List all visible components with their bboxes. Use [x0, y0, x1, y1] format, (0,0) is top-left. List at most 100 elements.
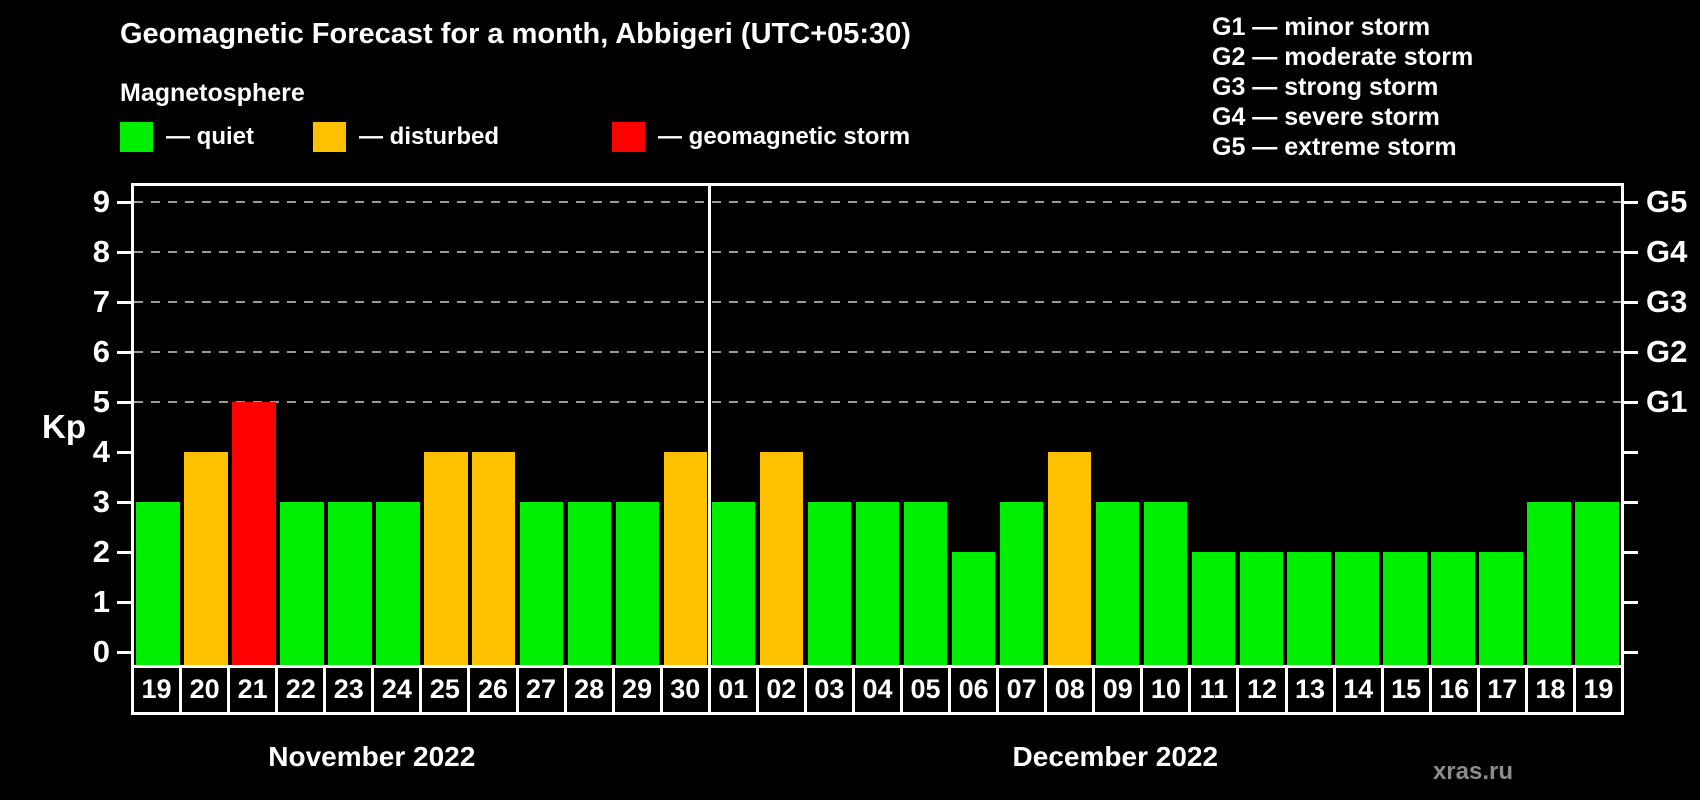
legend-label-storm: — geomagnetic storm [658, 123, 911, 150]
y-axis-label: 1 [92, 584, 110, 619]
kp-bar [1191, 552, 1235, 665]
gridline-kp8 [134, 251, 1621, 253]
legend-item-storm: — geomagnetic storm [612, 122, 910, 152]
day-label: 28 [567, 668, 615, 712]
legend-swatch [120, 122, 153, 152]
kp-bar [615, 502, 660, 665]
y-axis-tick-right [1624, 251, 1638, 254]
day-label: 06 [951, 668, 1000, 712]
chart-title: Geomagnetic Forecast for a month, Abbige… [120, 18, 911, 50]
y-axis-label: 8 [92, 234, 110, 269]
y-axis-tick-right [1624, 201, 1638, 204]
kp-bar [1143, 502, 1188, 665]
day-label: 11 [1191, 668, 1240, 712]
y-axis-tick-left [117, 601, 131, 604]
legend-item-disturbed: — disturbed [313, 122, 499, 152]
kp-bar [1287, 552, 1331, 665]
legend-label-disturbed: — disturbed [359, 123, 500, 150]
day-label: 29 [615, 668, 663, 712]
day-label: 16 [1432, 668, 1480, 712]
kp-bar [567, 502, 612, 665]
y-axis-tick-left [117, 551, 131, 554]
kp-bar [999, 502, 1044, 665]
day-label: 03 [807, 668, 855, 712]
kp-bar [1047, 452, 1092, 665]
day-label: 01 [711, 668, 759, 712]
g-legend-line-g2: G2 — moderate storm [1212, 43, 1474, 71]
day-label: 15 [1384, 668, 1432, 712]
day-label: 04 [855, 668, 903, 712]
kp-bar [519, 502, 564, 665]
y-axis-title: Kp [42, 408, 86, 445]
day-label: 08 [1047, 668, 1096, 712]
kp-bar [376, 502, 420, 665]
right-axis-label: G5 [1646, 184, 1688, 219]
day-label: 25 [422, 668, 471, 712]
y-axis-tick-left [117, 201, 131, 204]
y-axis-tick-right [1624, 351, 1638, 354]
legend-label-quiet: — quiet [166, 123, 254, 150]
day-label: 02 [759, 668, 807, 712]
g-scale-legend: G1 — minor storm G2 — moderate storm G3 … [1212, 12, 1473, 162]
month-separator-line [708, 186, 712, 665]
kp-bar [855, 502, 900, 665]
day-axis-row: 19 20 21 22 23 24 25 26 27 28 29 30 01 02 03 04 05 06 07 08… [131, 668, 1624, 715]
gridline-kp7 [134, 301, 1621, 303]
right-axis-label: G2 [1646, 334, 1688, 369]
month-label: November 2022 [268, 741, 476, 772]
y-axis-tick-right [1624, 401, 1638, 404]
gridline-kp9 [134, 201, 1621, 203]
day-label: 24 [374, 668, 423, 712]
watermark: xras.ru [1432, 758, 1513, 785]
y-axis-tick-right [1624, 601, 1638, 604]
y-axis-tick-right [1624, 651, 1638, 654]
day-label: 10 [1143, 668, 1192, 712]
legend-item-quiet: — quiet [120, 122, 254, 152]
y-axis-label: 2 [92, 534, 110, 569]
g-legend-line-g5: G5 — extreme storm [1212, 133, 1457, 161]
y-axis-tick-right [1624, 301, 1638, 304]
kp-bar [472, 452, 516, 665]
y-axis-tick-right [1624, 451, 1638, 454]
day-label: 30 [663, 668, 711, 712]
y-axis-tick-left [117, 401, 131, 404]
day-label: 22 [278, 668, 327, 712]
legend-swatch [313, 122, 346, 152]
y-axis-label: 7 [92, 284, 110, 319]
kp-bar [1095, 502, 1140, 665]
day-label: 21 [230, 668, 279, 712]
gridline-kp6 [134, 351, 1621, 353]
y-axis-label: 4 [92, 434, 110, 469]
y-axis-label: 6 [92, 334, 110, 369]
right-axis-label: G4 [1646, 234, 1688, 269]
day-label: 09 [1095, 668, 1144, 712]
day-label: 19 [134, 668, 183, 712]
right-axis-label: G3 [1646, 284, 1688, 319]
y-axis-tick-left [117, 301, 131, 304]
day-label: 23 [326, 668, 375, 712]
y-axis-label: 5 [92, 384, 110, 419]
kp-bar [184, 452, 228, 665]
day-label: 13 [1288, 668, 1336, 712]
y-axis-label: 3 [92, 484, 110, 519]
kp-bar [663, 452, 708, 665]
kp-bar [136, 502, 180, 665]
y-axis-tick-left [117, 351, 131, 354]
kp-bar [280, 502, 324, 665]
day-label: 07 [999, 668, 1048, 712]
y-axis-tick-left [117, 251, 131, 254]
day-label: 12 [1239, 668, 1288, 712]
y-axis-tick-right [1624, 551, 1638, 554]
day-label: 05 [903, 668, 952, 712]
day-label: 17 [1480, 668, 1528, 712]
day-label: 19 [1576, 668, 1624, 712]
kp-bar [232, 402, 276, 665]
legend-title: Magnetosphere [120, 79, 305, 107]
kp-bar [807, 502, 852, 665]
y-axis-tick-right [1624, 501, 1638, 504]
y-axis-tick-left [117, 651, 131, 654]
g-legend-line-g4: G4 — severe storm [1212, 103, 1440, 131]
y-axis-label: 0 [92, 634, 110, 669]
plot-area [131, 183, 1624, 668]
